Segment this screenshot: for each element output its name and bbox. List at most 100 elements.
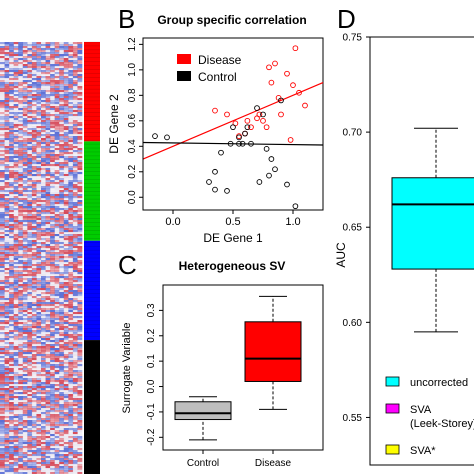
heatmap-cell (18, 372, 24, 375)
heatmap-cell (59, 454, 65, 457)
heatmap-cell (4, 100, 10, 103)
heatmap-cell (27, 108, 33, 111)
heatmap-cell (54, 438, 60, 441)
heatmap-cell (36, 362, 42, 365)
heatmap-cell (36, 450, 42, 453)
heatmap-cell (13, 204, 19, 207)
heatmap-cell (63, 158, 69, 161)
heatmap-cell (54, 328, 60, 331)
heatmap-cell (45, 426, 51, 429)
heatmap-cell (72, 118, 78, 121)
heatmap-cell (68, 182, 74, 185)
heatmap-cell (13, 350, 19, 353)
heatmap-cell (72, 212, 78, 215)
heatmap-cell (13, 356, 19, 359)
heatmap-cell (27, 226, 33, 229)
heatmap-cell (31, 364, 37, 367)
heatmap-cell (54, 54, 60, 57)
heatmap-cell (18, 168, 24, 171)
heatmap-cell (50, 276, 55, 279)
heatmap-cell (27, 374, 33, 377)
heatmap-cell (9, 262, 14, 265)
heatmap-cell (0, 144, 5, 147)
heatmap-cell (50, 310, 55, 313)
heatmap-cell (4, 384, 10, 387)
heatmap-cell (27, 464, 33, 467)
heatmap-cell (54, 128, 60, 131)
heatmap-cell (4, 124, 10, 127)
heatmap-cell (68, 222, 74, 225)
heatmap-cell (77, 396, 83, 399)
heatmap-cell (54, 256, 60, 259)
heatmap-cell (9, 370, 14, 373)
heatmap-cell (63, 146, 69, 149)
heatmap-cell (45, 454, 51, 457)
heatmap-cell (0, 212, 5, 215)
heatmap-cell (59, 256, 65, 259)
heatmap-cell (63, 380, 69, 383)
heatmap-cell (27, 268, 33, 271)
heatmap-cell (72, 62, 78, 65)
heatmap-cell (63, 320, 69, 323)
heatmap-cell (77, 216, 83, 219)
heatmap-cell (68, 350, 74, 353)
heatmap-cell (4, 148, 10, 151)
heatmap-cell (0, 188, 5, 191)
heatmap-cell (9, 42, 14, 45)
heatmap-cell (54, 434, 60, 437)
heatmap-cell (59, 312, 65, 315)
heatmap-cell (18, 106, 24, 109)
heatmap-cell (54, 342, 60, 345)
heatmap-cell (13, 442, 19, 445)
heatmap-cell (63, 170, 69, 173)
heatmap-cell (50, 222, 55, 225)
heatmap-cell (68, 460, 74, 463)
heatmap-cell (4, 244, 10, 247)
heatmap-cell (50, 302, 55, 305)
heatmap-cell (9, 158, 14, 161)
heatmap-cell (63, 348, 69, 351)
y-tick-label: 0.2 (127, 164, 138, 178)
heatmap-cell (59, 82, 65, 85)
heatmap-cell (50, 280, 55, 283)
heatmap-cell (18, 80, 24, 83)
heatmap-cell (13, 454, 19, 457)
heatmap-cell (9, 408, 14, 411)
heatmap-cell (77, 282, 83, 285)
heatmap-cell (27, 340, 33, 343)
heatmap-cell (63, 262, 69, 265)
heatmap-cell (63, 90, 69, 93)
heatmap-cell (9, 404, 14, 407)
heatmap-cell (27, 240, 33, 243)
heatmap-cell (41, 246, 46, 249)
heatmap-cell (54, 152, 60, 155)
heatmap-cell (36, 410, 42, 413)
heatmap-cell (13, 180, 19, 183)
heatmap-cell (77, 318, 83, 321)
heatmap-cell (31, 220, 37, 223)
heatmap-cell (0, 54, 5, 57)
heatmap-cell (77, 222, 83, 225)
heatmap-cell (63, 434, 69, 437)
heatmap-cell (9, 194, 14, 197)
heatmap-cell (0, 86, 5, 89)
heatmap-cell (54, 230, 60, 233)
heatmap-cell (72, 42, 78, 45)
heatmap-cell (59, 374, 65, 377)
heatmap-cell (27, 214, 33, 217)
heatmap-cell (68, 416, 74, 419)
heatmap-cell (31, 362, 37, 365)
heatmap-cell (13, 170, 19, 173)
heatmap-cell (68, 386, 74, 389)
heatmap-cell (13, 302, 19, 305)
heatmap-cell (59, 274, 65, 277)
heatmap-cell (0, 110, 5, 113)
heatmap-cell (54, 440, 60, 443)
heatmap-cell (13, 212, 19, 215)
heatmap-cell (59, 222, 65, 225)
heatmap-cell (45, 180, 51, 183)
heatmap-cell (13, 248, 19, 251)
heatmap-cell (27, 112, 33, 115)
heatmap-cell (54, 130, 60, 133)
heatmap-cell (45, 436, 51, 439)
